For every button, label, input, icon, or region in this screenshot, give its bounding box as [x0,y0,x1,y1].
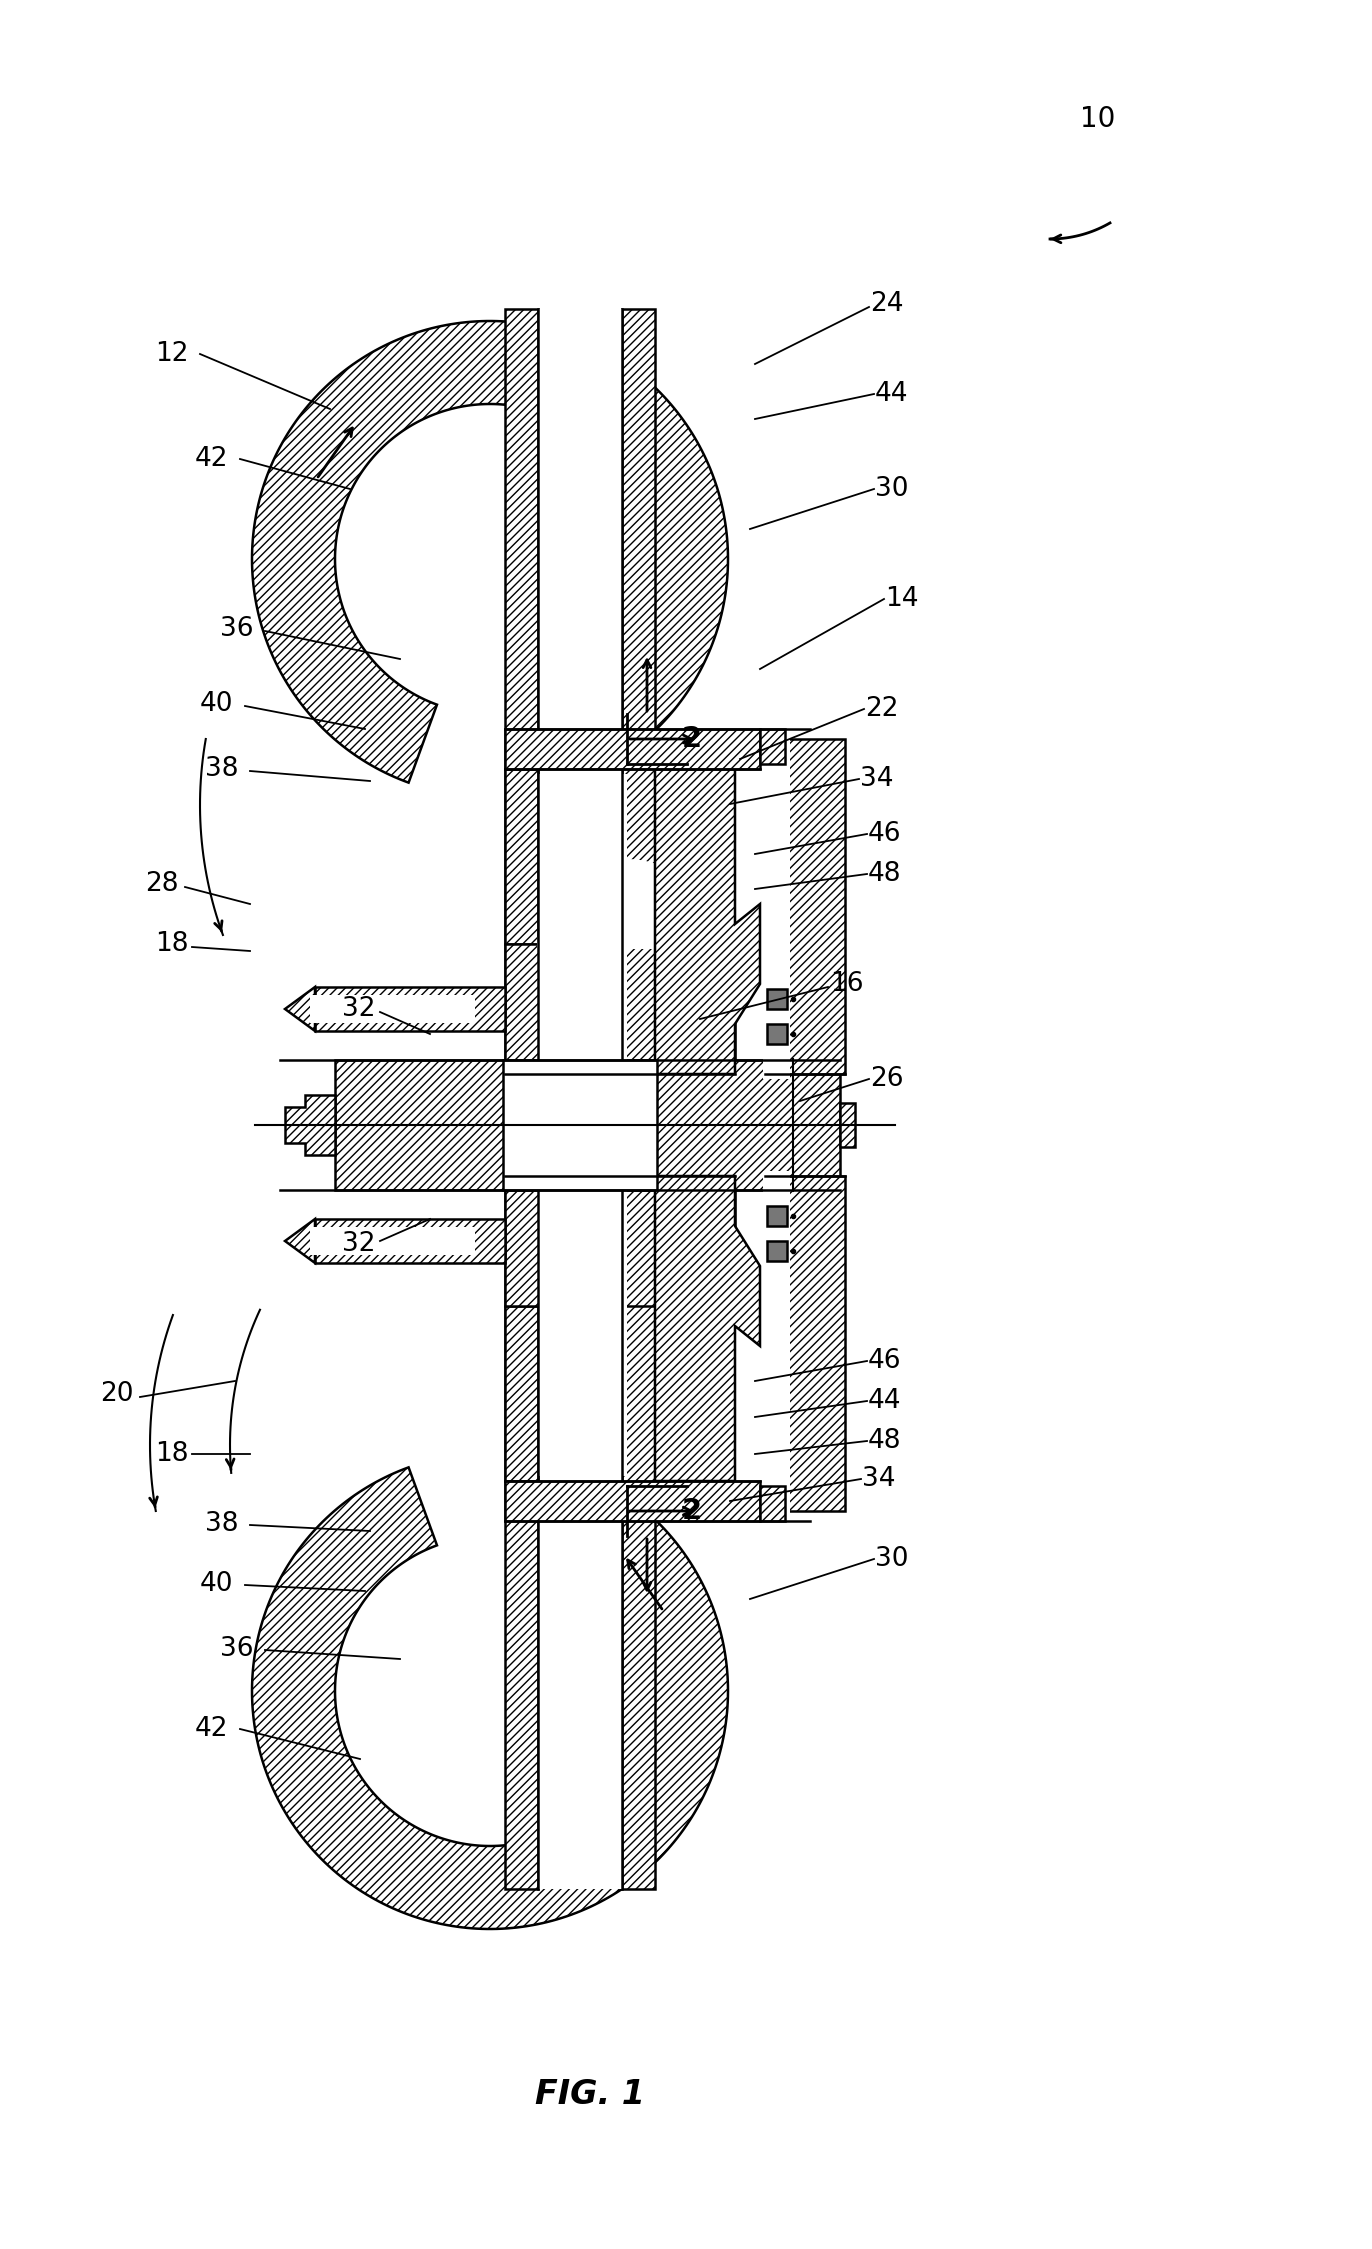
Text: 16: 16 [830,972,863,996]
Text: 18: 18 [155,1442,188,1466]
Text: 42: 42 [195,1716,229,1743]
Polygon shape [505,1307,538,1482]
Text: 36: 36 [220,1635,254,1662]
Text: 22: 22 [864,695,899,722]
Polygon shape [252,322,729,783]
Polygon shape [505,945,735,1075]
Polygon shape [760,729,785,765]
Text: 2: 2 [682,724,702,753]
Text: 30: 30 [875,1545,908,1572]
Text: 32: 32 [342,996,375,1021]
Polygon shape [654,769,760,1075]
Text: 48: 48 [868,1428,901,1455]
Polygon shape [538,774,627,1068]
Polygon shape [316,987,505,1030]
Text: 18: 18 [155,931,188,958]
Text: 30: 30 [875,477,908,502]
Polygon shape [505,729,760,769]
Polygon shape [310,994,475,1023]
Text: 40: 40 [200,1572,233,1597]
Polygon shape [538,308,622,1889]
Text: 38: 38 [204,1511,239,1536]
Text: FIG. 1: FIG. 1 [535,2078,645,2110]
Polygon shape [505,1482,760,1520]
Polygon shape [538,1181,627,1475]
Polygon shape [505,769,538,945]
Polygon shape [316,1219,505,1264]
Polygon shape [285,987,316,1030]
Text: 34: 34 [862,1466,896,1491]
Polygon shape [505,1176,735,1307]
Text: 46: 46 [868,1347,901,1374]
Text: 38: 38 [204,756,239,783]
Polygon shape [840,1102,855,1147]
Text: 48: 48 [868,861,901,886]
Text: 32: 32 [342,1230,375,1257]
Polygon shape [536,859,718,949]
Text: 10: 10 [1080,106,1115,133]
Polygon shape [335,1059,840,1190]
Text: 34: 34 [860,767,893,792]
Text: 40: 40 [200,690,233,717]
Polygon shape [310,1228,475,1255]
Polygon shape [767,1023,788,1044]
Polygon shape [760,1487,785,1520]
Text: 46: 46 [868,821,901,848]
Polygon shape [252,1466,729,1930]
Polygon shape [504,1059,657,1190]
Text: 14: 14 [885,587,918,612]
Text: 12: 12 [155,342,188,367]
Polygon shape [766,740,845,1075]
Polygon shape [763,733,790,1080]
Polygon shape [767,1241,788,1262]
Text: 36: 36 [220,616,254,641]
Text: 2: 2 [682,1498,702,1525]
Polygon shape [767,1205,788,1226]
Text: 44: 44 [868,1388,901,1415]
Text: 28: 28 [145,870,178,897]
Text: 24: 24 [870,290,904,317]
Polygon shape [766,1176,845,1511]
Polygon shape [285,1219,316,1264]
Text: 44: 44 [875,380,908,407]
Polygon shape [285,1095,335,1156]
Polygon shape [654,1176,760,1482]
Text: 20: 20 [100,1381,133,1408]
Polygon shape [763,1172,790,1516]
Polygon shape [622,308,654,1889]
Polygon shape [505,308,538,1889]
Polygon shape [767,990,788,1010]
Text: 42: 42 [195,445,229,472]
Text: 26: 26 [870,1066,904,1093]
